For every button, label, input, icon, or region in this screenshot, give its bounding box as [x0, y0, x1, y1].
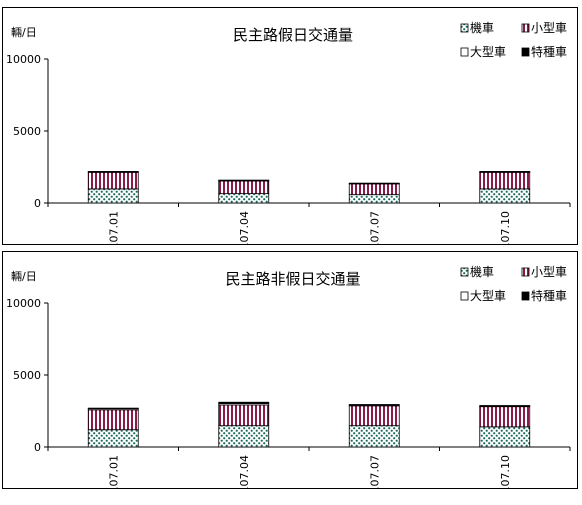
legend-label-small_car: 小型車: [531, 265, 567, 279]
legend-swatch-motorcycle: [460, 23, 469, 33]
bar-segment-motorcycle: [479, 188, 531, 204]
bar-segment-small_car: [348, 405, 400, 427]
bar-segment-small_car: [348, 183, 400, 196]
bar-segment-special: [218, 179, 270, 182]
bar-segment-motorcycle: [87, 429, 139, 448]
bar-segment-special: [479, 405, 531, 407]
x-category-label: 107.10: [499, 211, 512, 244]
legend-swatch-special: [521, 291, 530, 301]
bar-segment-special: [348, 404, 400, 406]
legend-swatch-special: [521, 47, 530, 57]
bar-segment-motorcycle: [218, 425, 270, 448]
y-tick-label: 10000: [6, 297, 41, 310]
y-axis-unit-label: 輛/日: [11, 25, 37, 39]
bar-segment-motorcycle: [218, 193, 270, 204]
bar-segment-small_car: [87, 171, 139, 190]
legend-label-large_car: 大型車: [470, 289, 506, 303]
x-category-label: 107.07: [368, 455, 381, 488]
legend-swatch-small_car: [521, 267, 530, 277]
x-category-label: 107.01: [107, 455, 120, 488]
bar-segment-motorcycle: [348, 425, 400, 448]
bar-segment-small_car: [218, 180, 270, 195]
bar-segment-special: [348, 182, 400, 185]
chart-title: 民主路非假日交通量: [225, 270, 360, 288]
y-tick-label: 0: [34, 197, 41, 210]
legend-swatch-large_car: [460, 291, 469, 301]
bar-segment-motorcycle: [479, 426, 531, 448]
y-tick-label: 0: [34, 441, 41, 454]
legend-label-special: 特種車: [531, 44, 567, 59]
bar-segment-small_car: [87, 409, 139, 431]
chart-holiday: 民主路假日交通量 輛/日 0 5000 10000 107.01 107.04 107.07 1…: [6, 20, 571, 244]
bar-segment-motorcycle: [348, 194, 400, 204]
bar-segment-small_car: [218, 404, 270, 427]
x-category-label: 107.01: [107, 211, 120, 244]
chart-weekday: 民主路非假日交通量 輛/日 0 5000 10000 107.01 107.04 107.07…: [6, 264, 571, 488]
chart-panel-holiday: 民主路假日交通量 輛/日 0 5000 10000 107.01 107.04 107.07 1…: [2, 7, 578, 245]
x-category-label: 107.10: [499, 455, 512, 488]
bar-segment-special: [87, 407, 139, 410]
bar-segment-small_car: [479, 406, 531, 428]
y-axis-unit-label: 輛/日: [11, 269, 37, 283]
bar-segment-special: [87, 171, 139, 173]
legend-label-motorcycle: 機車: [470, 20, 494, 35]
y-tick-label: 5000: [13, 125, 41, 138]
legend-swatch-small_car: [521, 23, 530, 33]
chart-title: 民主路假日交通量: [233, 26, 353, 44]
bar-segment-special: [218, 401, 270, 404]
legend-swatch-large_car: [460, 47, 469, 57]
legend-label-small_car: 小型車: [531, 21, 567, 35]
bar-segment-special: [479, 171, 531, 173]
x-category-label: 107.04: [238, 211, 251, 244]
bar-segment-small_car: [479, 171, 531, 190]
y-tick-label: 10000: [6, 53, 41, 66]
chart-panel-weekday: 民主路非假日交通量 輛/日 0 5000 10000 107.01 107.04 107.07…: [2, 251, 578, 489]
bar-segment-motorcycle: [87, 188, 139, 204]
y-tick-label: 5000: [13, 369, 41, 382]
legend-swatch-motorcycle: [460, 267, 469, 277]
legend-label-motorcycle: 機車: [470, 264, 494, 279]
legend-label-special: 特種車: [531, 288, 567, 303]
x-category-label: 107.07: [368, 211, 381, 244]
x-category-label: 107.04: [238, 455, 251, 488]
legend-label-large_car: 大型車: [470, 45, 506, 59]
